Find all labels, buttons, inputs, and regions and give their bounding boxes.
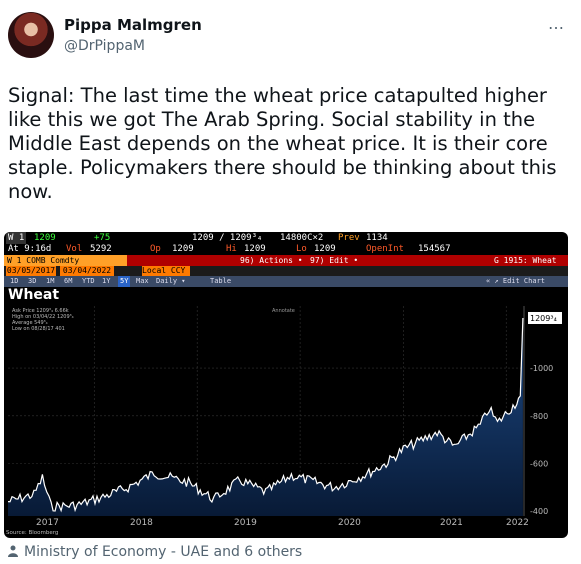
ticker: W 1	[6, 232, 27, 244]
period-ytd[interactable]: YTD	[82, 277, 95, 285]
period-bar: 1D 3D 1M 6M YTD 1Y 5Y Max Daily ▾ Table …	[4, 276, 568, 287]
security-field[interactable]: W 1 COMB Comdty	[4, 255, 127, 266]
y-tick-label: -400	[530, 507, 548, 516]
chart-title: Wheat	[8, 287, 60, 303]
legend-low: Low on 08/28/17 401	[12, 326, 65, 332]
lo-label: Lo	[296, 244, 307, 254]
last-price: 1209	[34, 233, 56, 243]
frequency-select[interactable]: Daily ▾	[156, 277, 186, 285]
price-chart: -400 -600 -800 -1000 1209³₄	[7, 306, 562, 516]
footer-text: Ministry of Economy - UAE and 6 others	[24, 544, 303, 560]
x-tick-label: 2018	[130, 518, 153, 528]
actions-menu[interactable]: 96) Actions •	[240, 256, 303, 265]
change: +75	[94, 233, 111, 243]
x-tick-label: 2019	[234, 518, 257, 528]
prev-label: Prev	[338, 233, 360, 243]
openint-label: OpenInt	[366, 244, 404, 254]
annotate-button[interactable]: Annotate	[272, 308, 295, 314]
avatar[interactable]	[8, 12, 54, 58]
currency[interactable]: Local CCY	[142, 266, 190, 276]
source-label: Source: Bloomberg	[6, 530, 59, 536]
bloomberg-chart-image[interactable]: W 1 1209 +75 1209 / 1209³₄ 14800C×2 Prev…	[4, 232, 568, 538]
price-area	[8, 318, 523, 516]
edit-chart-button[interactable]: « ↗ Edit Chart	[486, 277, 546, 285]
y-tick-label: -1000	[530, 364, 553, 373]
period-3d[interactable]: 3D	[28, 277, 37, 285]
legend-ask: Ask Price 1209³₄ 6.66k	[12, 308, 69, 314]
legend-high: High on 03/04/22 1209³₄	[12, 314, 74, 320]
period-1m[interactable]: 1M	[46, 277, 55, 285]
tweet-text: Signal: The last time the wheat price ca…	[8, 84, 557, 203]
price-line	[7, 317, 524, 513]
terminal-row-4: 03/05/2017 03/04/2022 Local CCY	[4, 266, 568, 276]
y-tick-label: -600	[530, 460, 548, 469]
lo-value: 1209	[314, 244, 336, 254]
period-6m[interactable]: 6M	[64, 277, 73, 285]
hi-value: 1209	[244, 244, 266, 254]
period-1d[interactable]: 1D	[10, 277, 19, 285]
start-date[interactable]: 03/05/2017	[6, 266, 56, 276]
y-tick-label: -800	[530, 412, 548, 421]
prev-value: 1134	[366, 233, 388, 243]
footer-likes[interactable]: Ministry of Economy - UAE and 6 others	[8, 544, 302, 560]
size: 14800C×2	[280, 233, 324, 243]
table-button[interactable]: Table	[210, 277, 232, 285]
user-handle[interactable]: @DrPippaM	[64, 38, 145, 54]
hi-label: Hi	[226, 244, 237, 254]
time: At 9:16d	[8, 244, 52, 254]
terminal-row-2: At 9:16d Vol 5292 Op 1209 Hi 1209 Lo 120…	[4, 244, 568, 255]
vol-value: 5292	[90, 244, 112, 254]
x-tick-label: 2022	[506, 518, 529, 528]
period-1y[interactable]: 1Y	[102, 277, 111, 285]
terminal-row-1: W 1 1209 +75 1209 / 1209³₄ 14800C×2 Prev…	[4, 232, 568, 244]
openint-value: 154567	[418, 244, 451, 254]
x-tick-label: 2020	[338, 518, 361, 528]
more-icon[interactable]: …	[548, 14, 565, 33]
terminal-row-3: W 1 COMB Comdty 96) Actions • 97) Edit •…	[4, 255, 568, 266]
period-max[interactable]: Max	[136, 277, 149, 285]
chart-legend: Ask Price 1209³₄ 6.66k High on 03/04/22 …	[12, 308, 74, 332]
user-name[interactable]: Pippa Malmgren	[64, 16, 202, 34]
edit-menu[interactable]: 97) Edit •	[310, 256, 359, 265]
function-title: G 1915: Wheat	[494, 256, 557, 265]
period-5y[interactable]: 5Y	[118, 276, 131, 287]
end-date[interactable]: 03/04/2022	[60, 266, 114, 276]
vol-label: Vol	[66, 244, 83, 254]
op-value: 1209	[172, 244, 194, 254]
x-tick-label: 2017	[36, 518, 59, 528]
legend-average: Average 549³₄	[12, 320, 48, 326]
last-price-box	[528, 311, 562, 324]
last-price-label: 1209³₄	[530, 314, 557, 323]
op-label: Op	[150, 244, 161, 254]
person-icon	[8, 545, 18, 557]
bid-ask: 1209 / 1209³₄	[192, 233, 263, 243]
x-tick-label: 2021	[440, 518, 463, 528]
